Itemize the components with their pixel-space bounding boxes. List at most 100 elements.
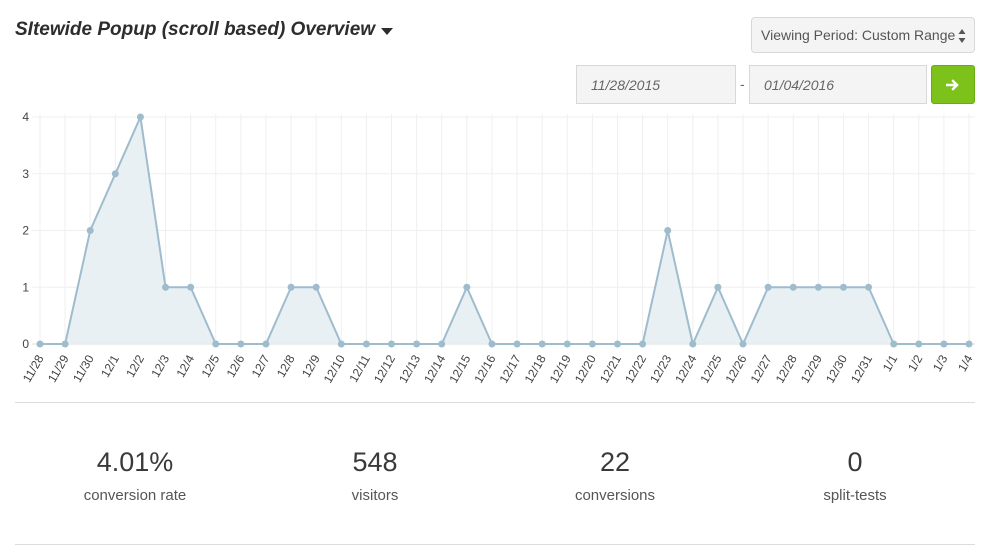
x-tick-label: 11/30 <box>70 352 97 385</box>
x-tick-label: 12/17 <box>497 352 524 385</box>
y-tick-label: 2 <box>22 224 29 238</box>
x-tick-label: 12/31 <box>848 352 875 385</box>
apply-range-button[interactable] <box>931 65 975 104</box>
stat-value: 0 <box>847 447 863 477</box>
data-point <box>86 227 94 234</box>
x-tick-label: 12/28 <box>773 352 800 385</box>
x-tick-label: 12/27 <box>748 352 775 385</box>
data-point <box>890 340 898 348</box>
stat-label: conversion rate <box>83 487 187 504</box>
stat-split-tests: 0 split-tests <box>755 445 955 504</box>
stat-label: conversions <box>574 487 656 504</box>
data-point <box>312 283 320 291</box>
series-area <box>40 117 969 344</box>
x-tick-label: 12/29 <box>798 352 825 385</box>
x-tick-label: 12/3 <box>148 352 172 380</box>
data-point <box>814 283 822 291</box>
data-point <box>538 340 546 348</box>
stat-value: 548 <box>352 447 398 477</box>
x-tick-label: 12/20 <box>572 352 599 385</box>
data-point <box>739 340 747 348</box>
data-point <box>187 283 195 291</box>
y-tick-label: 1 <box>22 280 29 294</box>
start-date-field[interactable]: 11/28/2015 <box>576 65 736 104</box>
divider-bottom <box>15 544 975 545</box>
data-point <box>388 340 396 348</box>
x-tick-label: 1/4 <box>955 352 976 374</box>
y-tick-label: 0 <box>22 337 29 351</box>
data-point <box>438 340 446 348</box>
x-tick-label: 12/16 <box>471 352 498 385</box>
y-tick-label: 3 <box>22 167 29 181</box>
x-tick-label: 1/2 <box>905 352 926 374</box>
data-point <box>613 340 621 348</box>
x-tick-label: 1/1 <box>880 352 901 374</box>
x-tick-label: 12/24 <box>672 352 699 385</box>
data-point <box>162 283 170 291</box>
page-title-text: SItewide Popup (scroll based) Overview <box>15 19 376 40</box>
updown-icon <box>958 29 966 43</box>
x-tick-label: 12/7 <box>249 352 273 380</box>
x-tick-label: 11/29 <box>45 352 72 385</box>
x-tick-label: 12/5 <box>199 352 223 380</box>
stat-visitors: 548 visitors <box>275 445 475 504</box>
x-tick-label: 11/28 <box>20 352 47 385</box>
x-tick-label: 12/2 <box>123 352 147 380</box>
data-point <box>689 340 697 348</box>
x-tick-label: 12/19 <box>547 352 574 385</box>
x-tick-label: 12/4 <box>173 352 197 380</box>
x-tick-label: 1/3 <box>930 352 951 374</box>
caret-down-icon[interactable] <box>381 27 394 35</box>
data-point <box>362 340 370 348</box>
data-point <box>588 340 596 348</box>
data-point <box>865 283 873 291</box>
x-tick-label: 12/23 <box>647 352 674 385</box>
data-point <box>839 283 847 291</box>
stat-conversion-rate: 4.01% conversion rate <box>35 445 235 504</box>
data-point <box>664 227 672 234</box>
data-point <box>212 340 220 348</box>
stat-label: visitors <box>351 487 399 504</box>
data-point <box>337 340 345 348</box>
stat-value: 22 <box>599 447 631 477</box>
x-tick-label: 12/18 <box>522 352 549 385</box>
date-separator: - <box>740 76 745 92</box>
data-point <box>965 340 973 348</box>
x-tick-label: 12/9 <box>299 352 323 380</box>
stat-value: 4.01% <box>96 447 174 477</box>
data-point <box>136 113 144 121</box>
data-point <box>639 340 647 348</box>
data-point <box>237 340 245 348</box>
x-tick-label: 12/14 <box>421 352 448 385</box>
x-tick-label: 12/10 <box>321 352 348 385</box>
data-point <box>789 283 797 291</box>
page-title[interactable]: SItewide Popup (scroll based) Overview <box>15 19 394 41</box>
x-tick-label: 12/25 <box>697 352 724 385</box>
x-tick-label: 12/6 <box>224 352 248 380</box>
x-tick-label: 12/8 <box>274 352 298 380</box>
x-tick-label: 12/13 <box>396 352 423 385</box>
data-point <box>915 340 923 348</box>
data-point <box>61 340 69 348</box>
x-tick-label: 12/15 <box>446 352 473 385</box>
end-date-field[interactable]: 01/04/2016 <box>749 65 927 104</box>
data-point <box>36 340 44 348</box>
data-point <box>513 340 521 348</box>
data-point <box>940 340 948 348</box>
x-tick-label: 12/1 <box>98 352 122 380</box>
data-point <box>413 340 421 348</box>
data-point <box>262 340 270 348</box>
divider-top <box>15 402 975 403</box>
x-tick-label: 12/22 <box>622 352 649 385</box>
data-point <box>463 283 471 291</box>
x-tick-label: 12/26 <box>722 352 749 385</box>
y-tick-label: 4 <box>22 110 29 124</box>
viewing-period-label: Viewing Period: Custom Range <box>761 27 956 43</box>
stat-conversions: 22 conversions <box>515 445 715 504</box>
stat-label: split-tests <box>823 487 887 504</box>
arrow-right-icon <box>946 78 959 91</box>
series-line <box>40 113 969 348</box>
data-point <box>563 340 571 348</box>
viewing-period-select[interactable]: Viewing Period: Custom Range <box>751 17 975 53</box>
